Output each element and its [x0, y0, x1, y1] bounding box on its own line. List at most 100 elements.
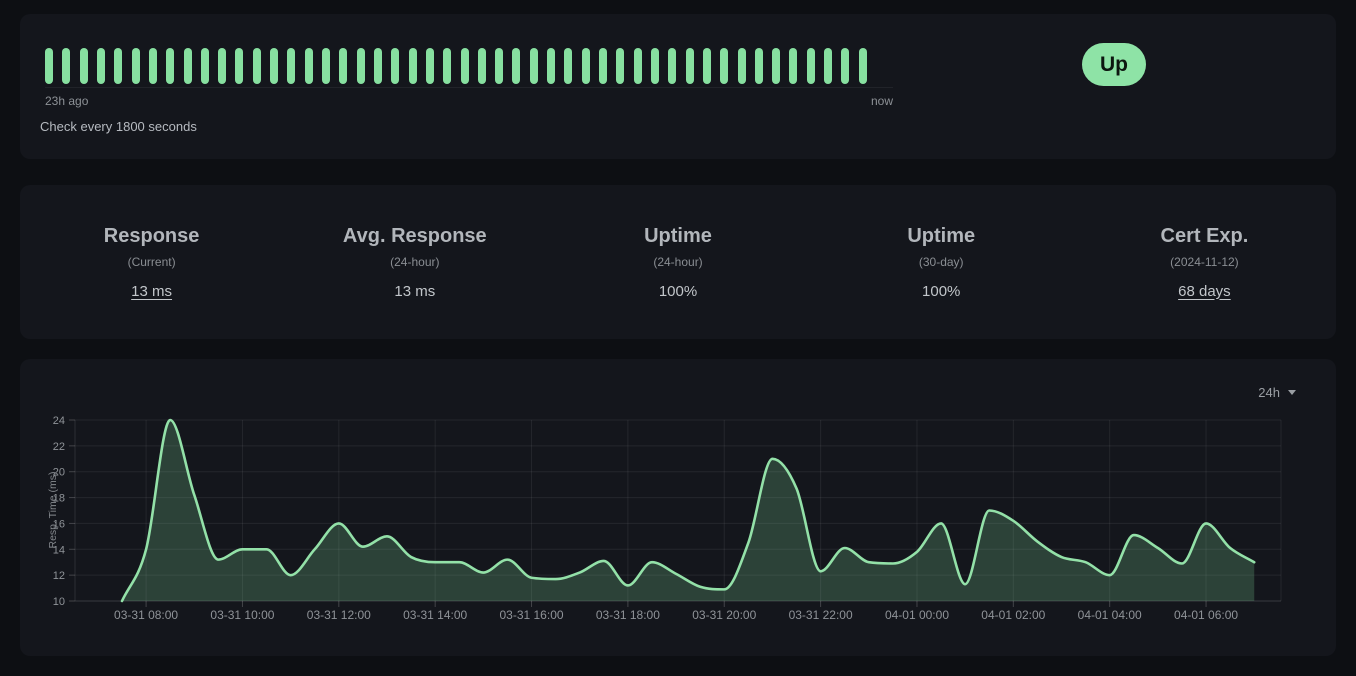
stat-response-current: Response (Current) 13 ms [20, 225, 283, 300]
response-time-chart[interactable]: 10 12 14 16 18 20 22 24 03-31 08:00 03-31 10:00 03… [20, 359, 1336, 656]
heartbeat-beat[interactable] [356, 48, 365, 84]
heartbeat-beat[interactable] [425, 48, 434, 84]
heartbeat-beat[interactable] [45, 48, 53, 84]
stat-subtitle: (24-hour) [390, 254, 440, 269]
svg-text:03-31 16:00: 03-31 16:00 [499, 608, 563, 622]
stat-title: Response [103, 224, 200, 247]
heartbeat-beat[interactable] [772, 48, 781, 84]
heartbeat-beat[interactable] [339, 48, 348, 84]
heartbeat-beat[interactable] [477, 48, 486, 84]
heartbeat-time-range: 23h ago now [45, 87, 893, 108]
heartbeat-beat[interactable] [754, 48, 763, 84]
heartbeat-beat[interactable] [564, 48, 573, 84]
heartbeat-beat[interactable] [408, 48, 417, 84]
svg-text:04-01 06:00: 04-01 06:00 [1174, 608, 1238, 622]
heartbeat-beat[interactable] [841, 48, 850, 84]
monitor-card: 23h ago now Check every 1800 seconds Up [20, 14, 1336, 159]
svg-text:22: 22 [53, 441, 65, 453]
stat-title: Uptime [907, 224, 976, 247]
heartbeat-beat[interactable] [235, 48, 244, 84]
stat-subtitle: (2024-11-12) [1170, 254, 1239, 269]
svg-text:12: 12 [53, 570, 65, 582]
heartbeat-beat[interactable] [702, 48, 711, 84]
heartbeat-beat[interactable] [633, 48, 642, 84]
heartbeat-beat[interactable] [685, 48, 694, 84]
svg-text:18: 18 [53, 493, 65, 505]
heartbeat-beat[interactable] [529, 48, 538, 84]
svg-text:03-31 22:00: 03-31 22:00 [789, 608, 853, 622]
svg-text:03-31 12:00: 03-31 12:00 [307, 608, 371, 622]
svg-text:10: 10 [53, 596, 65, 608]
svg-text:04-01 04:00: 04-01 04:00 [1078, 608, 1142, 622]
svg-text:24: 24 [53, 415, 65, 427]
stats-card: Response (Current) 13 ms Avg. Response (… [20, 185, 1336, 339]
heartbeat-beat[interactable] [148, 48, 157, 84]
chart-period-dropdown[interactable]: 24h [1258, 385, 1296, 400]
heartbeat-beat[interactable] [287, 48, 296, 84]
heartbeat-beat[interactable] [218, 48, 227, 84]
svg-text:14: 14 [53, 544, 65, 556]
chart-card: 24h 10 12 14 16 18 20 22 24 03-31 08:00 03-31 10:… [20, 359, 1336, 656]
heartbeat-beat[interactable] [720, 48, 729, 84]
svg-text:03-31 10:00: 03-31 10:00 [210, 608, 274, 622]
heartbeat-bar[interactable] [45, 48, 867, 84]
heartbeat-beat[interactable] [460, 48, 469, 84]
heartbeat-beat[interactable] [737, 48, 746, 84]
stat-value: 13 ms [131, 282, 173, 300]
stat-value: 100% [922, 282, 961, 300]
svg-text:20: 20 [53, 467, 65, 479]
heartbeat-beat[interactable] [495, 48, 504, 84]
heartbeat-beat[interactable] [270, 48, 279, 84]
stat-cert-expiry: Cert Exp. (2024-11-12) 68 days [1073, 225, 1336, 300]
heartbeat-beat[interactable] [668, 48, 677, 84]
stat-subtitle: (30-day) [918, 254, 964, 269]
heartbeat-beat[interactable] [96, 48, 105, 84]
stat-value: 100% [658, 282, 698, 300]
stat-title: Avg. Response [342, 224, 487, 247]
heartbeat-beat[interactable] [304, 48, 313, 84]
heartbeat-beat[interactable] [373, 48, 382, 84]
heartbeat-beat[interactable] [391, 48, 400, 84]
heartbeat-beat[interactable] [789, 48, 798, 84]
heartbeat-beat[interactable] [166, 48, 175, 84]
stat-uptime-24h: Uptime (24-hour) 100% [546, 225, 809, 300]
y-axis-title: Resp. Time (ms) [47, 471, 59, 548]
svg-text:03-31 18:00: 03-31 18:00 [596, 608, 660, 622]
heartbeat-beat[interactable] [200, 48, 209, 84]
svg-text:04-01 02:00: 04-01 02:00 [981, 608, 1045, 622]
heartbeat-beat[interactable] [599, 48, 607, 84]
stat-subtitle: (24-hour) [653, 254, 703, 269]
heartbeat-beat[interactable] [252, 48, 261, 84]
heartbeat-beat[interactable] [62, 48, 71, 84]
heartbeat-beat[interactable] [858, 48, 867, 84]
heartbeat-beat[interactable] [183, 48, 192, 84]
heartbeat-beat[interactable] [512, 48, 521, 84]
check-interval-text: Check every 1800 seconds [40, 119, 197, 134]
stat-title: Cert Exp. [1160, 224, 1249, 247]
svg-text:03-31 20:00: 03-31 20:00 [692, 608, 756, 622]
stat-subtitle: (Current) [127, 254, 176, 269]
chart-period-value: 24h [1258, 385, 1280, 400]
svg-text:03-31 08:00: 03-31 08:00 [114, 608, 178, 622]
stat-value: 68 days [1178, 282, 1231, 300]
heartbeat-beat[interactable] [322, 48, 330, 84]
heartbeat-beat[interactable] [114, 48, 123, 84]
heartbeat-beat[interactable] [824, 48, 833, 84]
heartbeat-beat[interactable] [581, 48, 590, 84]
heartbeat-beat[interactable] [616, 48, 625, 84]
status-badge: Up [1082, 43, 1146, 87]
heartbeat-beat[interactable] [443, 48, 452, 84]
range-end-label: now [870, 94, 893, 108]
chevron-down-icon [1288, 390, 1296, 395]
heartbeat-beat[interactable] [79, 48, 88, 84]
heartbeat-beat[interactable] [131, 48, 140, 84]
heartbeat-beat[interactable] [806, 48, 815, 84]
svg-text:16: 16 [53, 518, 65, 530]
heartbeat-beat[interactable] [547, 48, 556, 84]
range-start-label: 23h ago [45, 94, 89, 108]
stat-value: 13 ms [394, 282, 436, 300]
stat-avg-response-24h: Avg. Response (24-hour) 13 ms [283, 225, 546, 300]
heartbeat-beat[interactable] [650, 48, 659, 84]
svg-text:03-31 14:00: 03-31 14:00 [403, 608, 467, 622]
stat-title: Uptime [644, 224, 712, 247]
